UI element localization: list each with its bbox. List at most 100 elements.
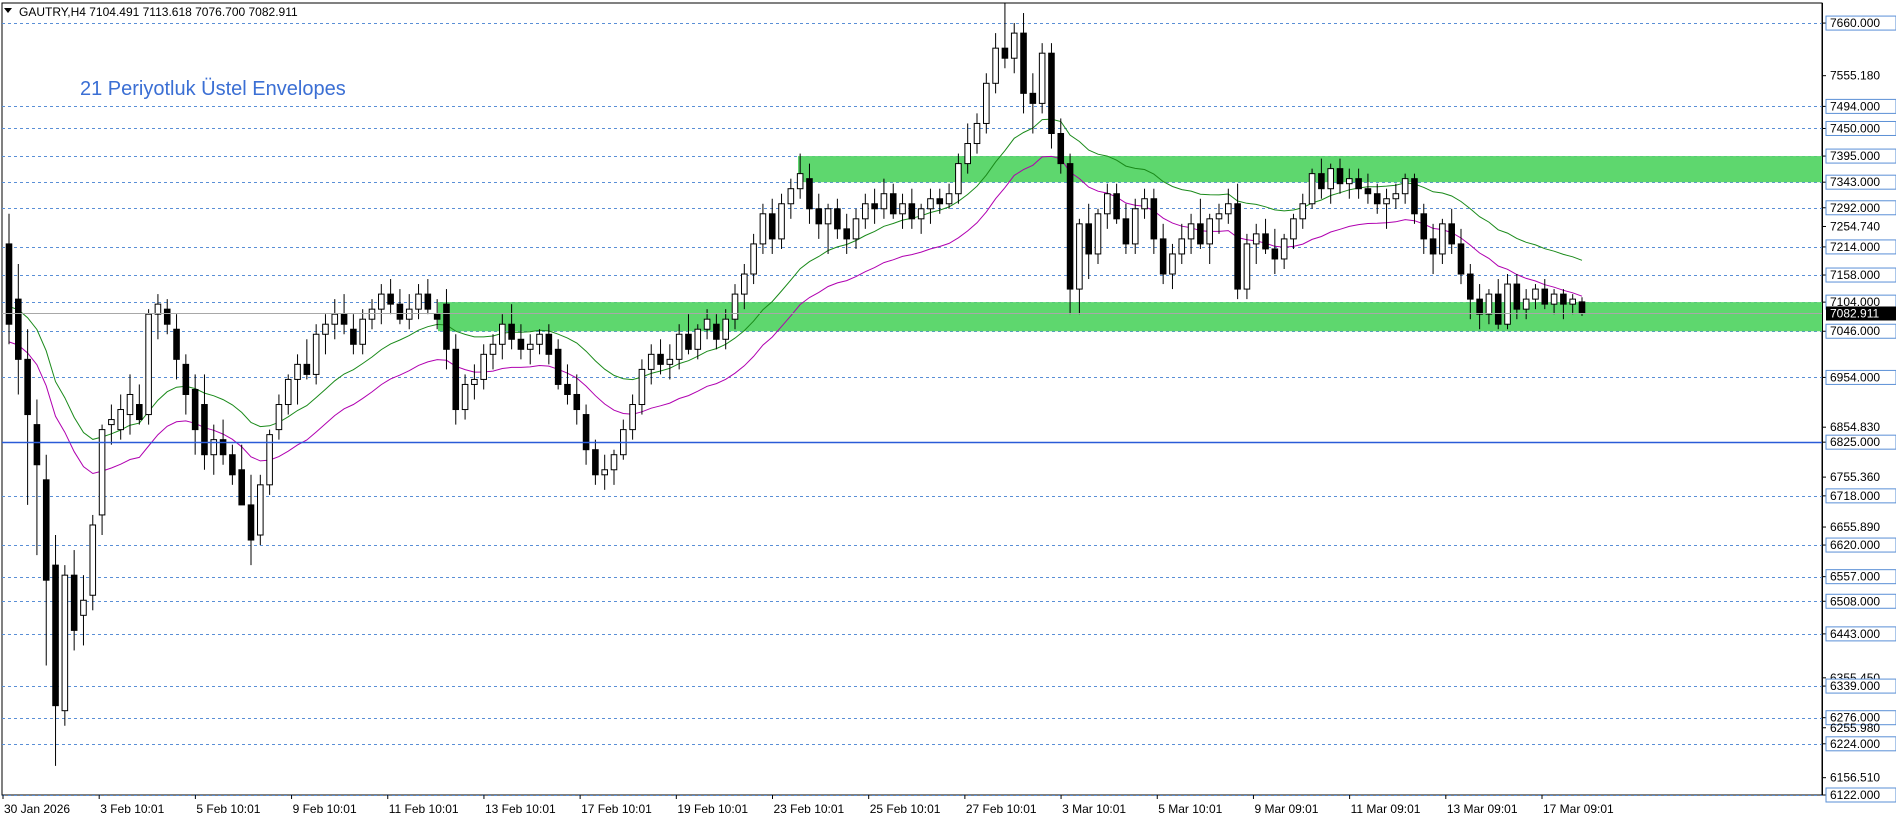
- candle-body[interactable]: [284, 378, 292, 406]
- candle-body[interactable]: [1141, 198, 1148, 210]
- candle-body[interactable]: [266, 434, 273, 486]
- candle-body[interactable]: [136, 404, 143, 421]
- candle-body[interactable]: [145, 313, 152, 416]
- candle-body[interactable]: [1513, 283, 1521, 310]
- candle-body[interactable]: [741, 273, 748, 295]
- candle-body[interactable]: [33, 424, 41, 466]
- candle-body[interactable]: [582, 414, 590, 451]
- candle-body[interactable]: [499, 323, 506, 345]
- candle-body[interactable]: [564, 383, 571, 395]
- candle-body[interactable]: [824, 208, 832, 225]
- candle-body[interactable]: [210, 439, 218, 456]
- candle-body[interactable]: [1252, 233, 1260, 245]
- candle-body[interactable]: [247, 504, 255, 541]
- candle-body[interactable]: [480, 353, 487, 380]
- candle-body[interactable]: [1001, 47, 1009, 59]
- candle-body[interactable]: [1299, 203, 1307, 220]
- candle-body[interactable]: [24, 358, 31, 416]
- candle-body[interactable]: [666, 358, 674, 365]
- candle-body[interactable]: [219, 439, 227, 456]
- candle-body[interactable]: [1122, 218, 1130, 245]
- candle-body[interactable]: [778, 203, 785, 240]
- candle-body[interactable]: [1029, 92, 1037, 104]
- candle-body[interactable]: [694, 328, 702, 350]
- candle-body[interactable]: [647, 353, 655, 370]
- candle-body[interactable]: [889, 193, 897, 215]
- candle-body[interactable]: [1243, 243, 1251, 290]
- candle-body[interactable]: [601, 469, 608, 476]
- candle-body[interactable]: [461, 383, 469, 411]
- candle-body[interactable]: [80, 599, 87, 616]
- candle-body[interactable]: [312, 333, 320, 375]
- candle-body[interactable]: [917, 208, 925, 220]
- candle-body[interactable]: [1187, 223, 1195, 240]
- candle-body[interactable]: [1178, 238, 1186, 255]
- candle-body[interactable]: [1401, 178, 1409, 195]
- candle-body[interactable]: [108, 419, 115, 426]
- candle-body[interactable]: [294, 363, 301, 380]
- candle-body[interactable]: [1476, 298, 1483, 315]
- candle-body[interactable]: [1020, 32, 1027, 94]
- candle-body[interactable]: [1569, 298, 1576, 305]
- candle-body[interactable]: [750, 243, 757, 275]
- candle-body[interactable]: [433, 313, 441, 320]
- candle-body[interactable]: [1271, 248, 1279, 260]
- candle-body[interactable]: [1532, 288, 1539, 300]
- candle-body[interactable]: [1383, 198, 1390, 205]
- candle-body[interactable]: [1131, 208, 1139, 245]
- candle-body[interactable]: [340, 313, 348, 325]
- candle-body[interactable]: [1215, 213, 1223, 220]
- candle-body[interactable]: [191, 388, 199, 431]
- candle-body[interactable]: [1308, 173, 1316, 205]
- candle-body[interactable]: [1485, 293, 1493, 315]
- candle-body[interactable]: [42, 479, 50, 581]
- candle-body[interactable]: [359, 318, 366, 345]
- candle-body[interactable]: [834, 208, 841, 230]
- candle-body[interactable]: [489, 343, 497, 355]
- candle-body[interactable]: [5, 243, 13, 325]
- candle-body[interactable]: [1150, 198, 1158, 240]
- candle-body[interactable]: [554, 348, 562, 385]
- candle-body[interactable]: [657, 353, 664, 365]
- candle-body[interactable]: [815, 208, 823, 225]
- candle-body[interactable]: [1085, 223, 1092, 255]
- candle-body[interactable]: [52, 564, 59, 707]
- candle-body[interactable]: [1280, 238, 1288, 260]
- candle-body[interactable]: [759, 213, 767, 245]
- candle-body[interactable]: [675, 333, 683, 360]
- candle-body[interactable]: [471, 378, 478, 385]
- candle-body[interactable]: [387, 293, 394, 305]
- triangle-down-icon[interactable]: [4, 8, 12, 13]
- candle-body[interactable]: [1457, 243, 1465, 275]
- candle-body[interactable]: [1076, 223, 1083, 290]
- candle-body[interactable]: [722, 318, 729, 340]
- candle-body[interactable]: [1467, 273, 1474, 300]
- candle-body[interactable]: [1346, 178, 1353, 185]
- candle-body[interactable]: [1578, 301, 1586, 314]
- candle-body[interactable]: [806, 178, 813, 210]
- candle-body[interactable]: [526, 343, 534, 350]
- candle-body[interactable]: [1113, 193, 1120, 220]
- candle-body[interactable]: [1225, 203, 1232, 215]
- candle-body[interactable]: [610, 454, 618, 471]
- candle-body[interactable]: [303, 363, 311, 375]
- candle-body[interactable]: [1541, 288, 1549, 305]
- candle-body[interactable]: [257, 484, 264, 536]
- candle-body[interactable]: [1439, 223, 1446, 255]
- candle-body[interactable]: [1262, 233, 1269, 250]
- candle-body[interactable]: [908, 203, 916, 220]
- candle-body[interactable]: [1290, 218, 1297, 240]
- candle-body[interactable]: [1448, 223, 1455, 245]
- candle-body[interactable]: [1392, 193, 1400, 200]
- candle-body[interactable]: [768, 213, 776, 240]
- candle-body[interactable]: [89, 524, 97, 596]
- candle-body[interactable]: [405, 308, 413, 320]
- candle-body[interactable]: [1038, 52, 1046, 104]
- candle-body[interactable]: [871, 203, 878, 210]
- candle-body[interactable]: [1066, 163, 1074, 290]
- candle-body[interactable]: [852, 218, 860, 240]
- candle-body[interactable]: [1364, 188, 1372, 195]
- candle-body[interactable]: [936, 198, 944, 205]
- candle-body[interactable]: [443, 303, 450, 350]
